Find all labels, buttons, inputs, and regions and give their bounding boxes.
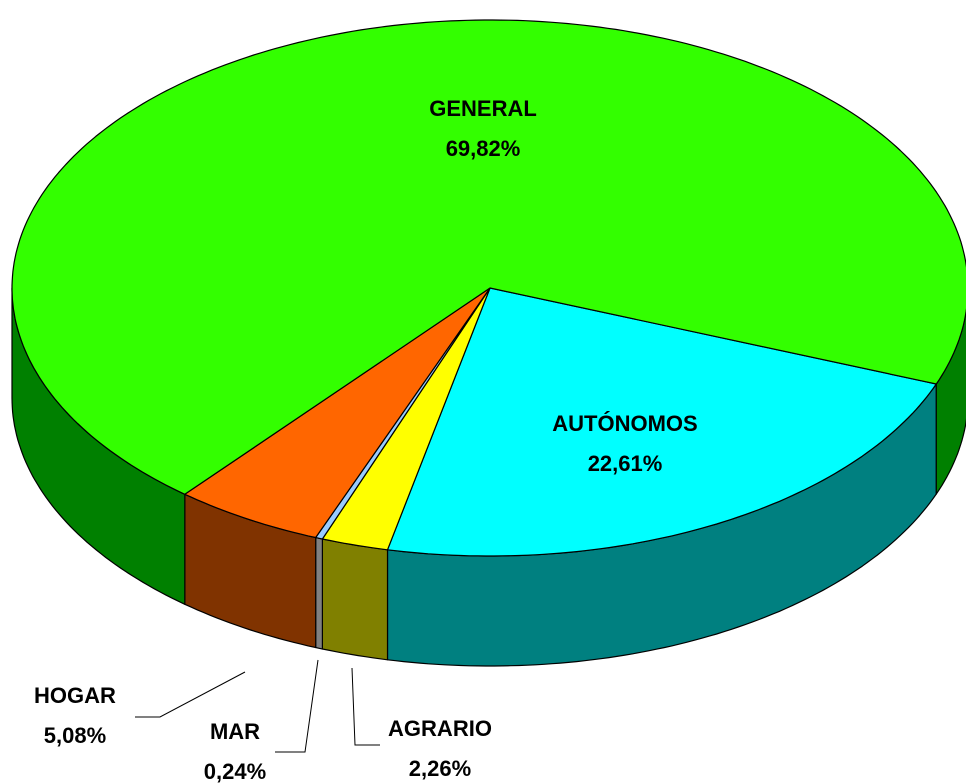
slice-value-label: 5,08% xyxy=(44,723,106,748)
slice-label: GENERAL xyxy=(429,96,537,121)
leader-line xyxy=(275,659,319,753)
slice xyxy=(184,287,491,539)
slice xyxy=(11,19,966,495)
slice-value-label: 2,26% xyxy=(409,756,471,781)
slice-value-label: 69,82% xyxy=(446,136,521,161)
slice-side xyxy=(315,536,323,650)
leader-line xyxy=(135,671,246,718)
slice-label: HOGAR xyxy=(34,683,116,708)
leader-line xyxy=(351,667,380,746)
slice-side xyxy=(321,538,389,661)
slice-value-label: 22,61% xyxy=(588,451,663,476)
slice-label: AUTÓNOMOS xyxy=(552,411,697,436)
slice-value-label: 0,24% xyxy=(204,759,266,784)
slice xyxy=(321,287,491,551)
slice-label: AGRARIO xyxy=(388,716,492,741)
slice-label: MAR xyxy=(210,719,260,744)
